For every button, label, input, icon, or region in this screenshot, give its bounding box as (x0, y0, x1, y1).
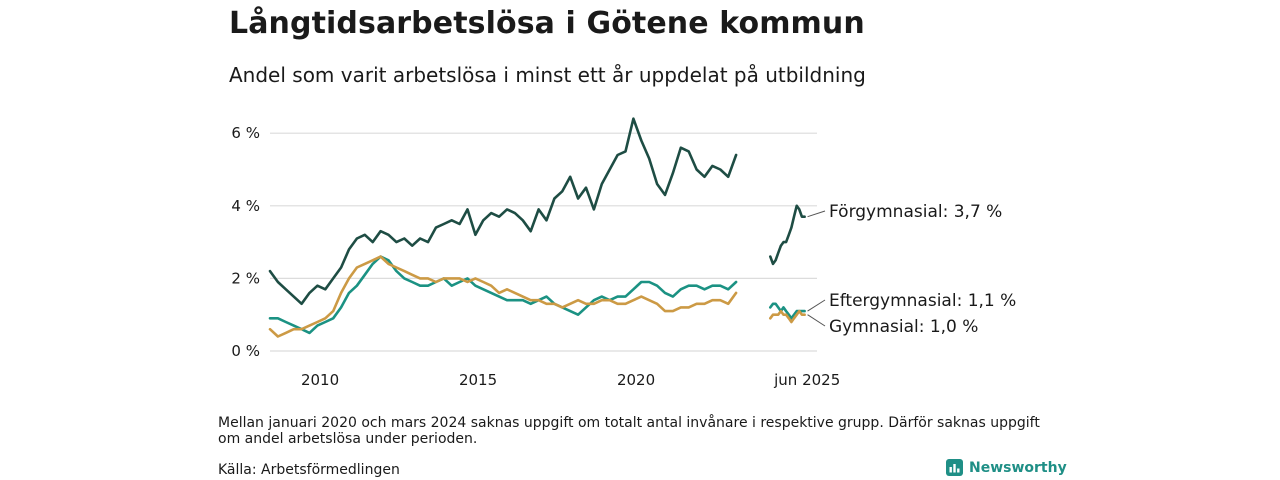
y-tick-label: 4 % (231, 197, 260, 215)
series-end-label: Eftergymnasial: 1,1 % (829, 291, 1016, 311)
y-tick-label: 6 % (231, 124, 260, 142)
x-axis-labels: 2010 2015 2020 jun 2025 (301, 371, 840, 389)
series-end-label: Gymnasial: 1,0 % (829, 317, 978, 337)
y-tick-label: 0 % (231, 342, 260, 360)
series-line-eftergymnasial (268, 255, 738, 335)
chart-title: Långtidsarbetslösa i Götene kommun (229, 6, 865, 41)
source-note: Källa: Arbetsförmedlingen (218, 462, 400, 478)
footnote: Mellan januari 2020 och mars 2024 saknas… (218, 415, 1040, 447)
brand-name: Newsworthy (969, 459, 1067, 476)
x-tick-label: 2010 (301, 371, 339, 389)
brand[interactable]: Newsworthy (946, 459, 1067, 476)
label-leader-line (807, 299, 826, 312)
series-lines (268, 117, 806, 338)
x-tick-label: 2020 (617, 371, 655, 389)
series-line-förgymnasial (768, 204, 806, 266)
x-tick-label: jun 2025 (773, 371, 840, 389)
y-tick-label: 2 % (231, 269, 260, 287)
series-end-label: Förgymnasial: 3,7 % (829, 202, 1002, 222)
gridlines (270, 132, 817, 352)
label-leader-line (807, 314, 826, 327)
series-line-förgymnasial (268, 117, 738, 306)
x-tick-label: 2015 (459, 371, 497, 389)
y-axis-labels: 0 % 2 % 4 % 6 % (231, 124, 260, 360)
newsworthy-logo-icon (946, 459, 963, 476)
label-leader-line (807, 210, 826, 218)
chart-subtitle: Andel som varit arbetslösa i minst ett å… (229, 63, 866, 87)
series-line-gymnasial (768, 309, 806, 324)
series-end-labels: Förgymnasial: 3,7 % Eftergymnasial: 1,1 %… (807, 202, 1016, 337)
series-line-gymnasial (268, 255, 738, 338)
